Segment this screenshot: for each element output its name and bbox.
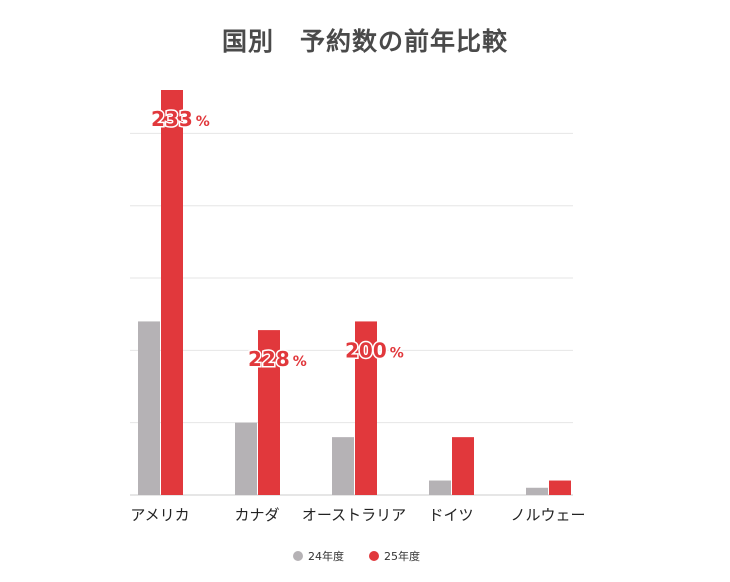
legend: 24年度 25年度 <box>293 549 420 563</box>
bar-prev <box>526 487 548 495</box>
chart-title: 国別 予約数の前年比較 <box>221 27 508 56</box>
bar-curr <box>258 330 280 495</box>
bar-prev <box>429 480 451 495</box>
category-label: アメリカ <box>130 506 189 524</box>
legend-label: 25年度 <box>384 549 420 563</box>
category-label: カナダ <box>234 506 279 524</box>
category-label: ドイツ <box>428 506 473 524</box>
category-label: ノルウェー <box>510 506 585 524</box>
bar-curr <box>549 480 571 495</box>
percentage-label: 233% <box>151 107 210 131</box>
bar-prev <box>138 321 160 495</box>
category-label: オーストラリア <box>302 506 406 524</box>
percentage-label: 200% <box>345 338 404 362</box>
bar-curr <box>355 321 377 495</box>
legend-marker <box>293 551 303 561</box>
percentage-labels: 233 % 228% 200% <box>150 106 406 373</box>
bar-curr <box>452 437 474 495</box>
legend-label: 24年度 <box>308 549 344 563</box>
bar-curr <box>161 90 183 495</box>
percentage-label: 228% <box>248 347 307 371</box>
legend-marker <box>369 551 379 561</box>
bars <box>138 90 571 495</box>
bar-prev <box>332 437 354 495</box>
bar-prev <box>235 422 257 495</box>
category-labels: アメリカ カナダ オーストラリア ドイツ ノルウェー <box>130 506 585 524</box>
